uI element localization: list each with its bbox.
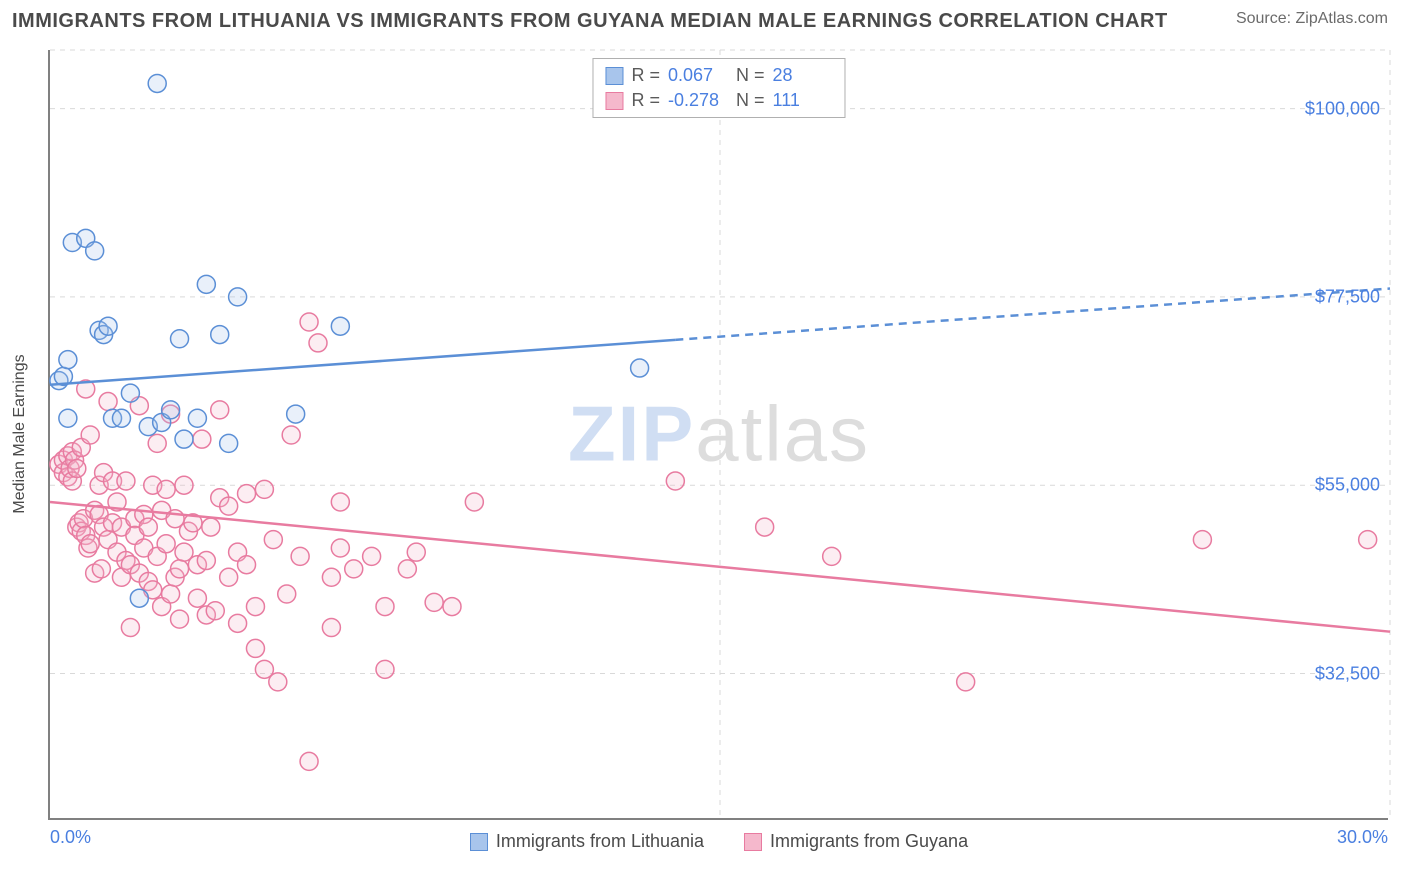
swatch-lithuania	[605, 67, 623, 85]
r-value-guyana: -0.278	[668, 90, 728, 111]
swatch-guyana	[605, 92, 623, 110]
legend-row-lithuania: R = 0.067 N = 28	[605, 63, 832, 88]
y-axis-label: Median Male Earnings	[11, 354, 29, 513]
r-value-lithuania: 0.067	[668, 65, 728, 86]
r-label: R =	[631, 90, 660, 111]
plot-area: ZIPatlas Median Male Earnings 0.0% 30.0%…	[48, 50, 1388, 820]
legend-item-lithuania: Immigrants from Lithuania	[470, 831, 704, 852]
n-value-guyana: 111	[773, 90, 833, 111]
legend-item-guyana: Immigrants from Guyana	[744, 831, 968, 852]
y-tick-label: $100,000	[1305, 98, 1380, 119]
chart-container: IMMIGRANTS FROM LITHUANIA VS IMMIGRANTS …	[0, 0, 1406, 892]
series-legend: Immigrants from Lithuania Immigrants fro…	[50, 831, 1388, 852]
legend-row-guyana: R = -0.278 N = 111	[605, 88, 832, 113]
y-tick-label: $32,500	[1315, 663, 1380, 684]
n-label: N =	[736, 90, 765, 111]
chart-header: IMMIGRANTS FROM LITHUANIA VS IMMIGRANTS …	[0, 0, 1406, 33]
chart-title: IMMIGRANTS FROM LITHUANIA VS IMMIGRANTS …	[12, 10, 1168, 33]
swatch-lithuania-icon	[470, 833, 488, 851]
swatch-guyana-icon	[744, 833, 762, 851]
legend-label-lithuania: Immigrants from Lithuania	[496, 831, 704, 852]
trend-lines-layer	[50, 50, 1388, 818]
n-value-lithuania: 28	[773, 65, 833, 86]
legend-label-guyana: Immigrants from Guyana	[770, 831, 968, 852]
y-tick-label: $55,000	[1315, 475, 1380, 496]
correlation-legend: R = 0.067 N = 28 R = -0.278 N = 111	[592, 58, 845, 118]
y-tick-label: $77,500	[1315, 286, 1380, 307]
source-label: Source: ZipAtlas.com	[1236, 10, 1388, 28]
r-label: R =	[631, 65, 660, 86]
n-label: N =	[736, 65, 765, 86]
